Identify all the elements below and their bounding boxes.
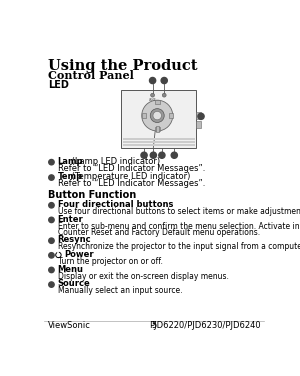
Circle shape [49, 282, 54, 287]
Text: Power: Power [64, 250, 94, 259]
Text: Using the Product: Using the Product [48, 59, 198, 73]
Text: Turn the projector on or off.: Turn the projector on or off. [58, 257, 163, 266]
Text: Button Function: Button Function [48, 190, 137, 200]
Bar [155, 100, 160, 104]
Bar [169, 113, 173, 118]
Text: Resync: Resync [58, 235, 91, 244]
Bar [155, 127, 160, 131]
Circle shape [150, 109, 164, 123]
Circle shape [151, 93, 154, 97]
Text: (Lamp LED indicator): (Lamp LED indicator) [69, 157, 160, 166]
Circle shape [49, 217, 54, 223]
Circle shape [49, 203, 54, 208]
Bar [121, 90, 196, 147]
Text: 5: 5 [151, 321, 156, 330]
Text: Manually select an input source.: Manually select an input source. [58, 286, 182, 295]
Text: Display or exit the on-screen display menus.: Display or exit the on-screen display me… [58, 271, 229, 280]
Text: (Temperature LED indicator): (Temperature LED indicator) [69, 172, 190, 181]
Circle shape [150, 152, 157, 158]
Circle shape [162, 93, 166, 97]
Text: Lamp: Lamp [58, 157, 83, 166]
Bar [123, 141, 195, 143]
Bar [196, 121, 201, 128]
Circle shape [171, 152, 177, 158]
Text: Refer to “LED Indicator Messages”.: Refer to “LED Indicator Messages”. [58, 164, 205, 173]
Text: Four directional buttons: Four directional buttons [58, 200, 173, 209]
Bar [156, 126, 159, 132]
Circle shape [49, 175, 54, 180]
Circle shape [142, 100, 173, 131]
Text: Enter: Enter [58, 215, 83, 224]
Text: LAMP: LAMP [149, 98, 156, 102]
Bar [123, 144, 195, 146]
Text: Menu: Menu [58, 265, 84, 274]
Text: Use four directional buttons to select items or make adjustments to your  select: Use four directional buttons to select i… [58, 207, 300, 216]
Text: Resynchronize the projector to the input signal from a computer.: Resynchronize the projector to the input… [58, 243, 300, 252]
Text: ViewSonic: ViewSonic [48, 321, 91, 330]
Text: Source: Source [58, 279, 90, 288]
Bar [142, 113, 146, 118]
Text: PJD6220/PJD6230/PJD6240: PJD6220/PJD6230/PJD6240 [149, 321, 261, 330]
Circle shape [49, 238, 54, 243]
Text: Temp: Temp [58, 172, 83, 181]
Circle shape [49, 267, 54, 273]
Text: Control Panel: Control Panel [48, 70, 134, 81]
Circle shape [149, 77, 156, 83]
Circle shape [159, 152, 165, 158]
Circle shape [153, 111, 161, 120]
Text: Counter Reset and Factory Default menu operations.: Counter Reset and Factory Default menu o… [58, 228, 260, 237]
Circle shape [49, 253, 54, 258]
Circle shape [161, 77, 167, 83]
Text: Enter to sub-menu and confirm the menu selection. Activate in Color Setting, Lam: Enter to sub-menu and confirm the menu s… [58, 221, 300, 230]
Circle shape [49, 159, 54, 165]
Circle shape [141, 152, 147, 158]
Text: LED: LED [48, 80, 69, 90]
Bar [196, 112, 201, 120]
Bar [123, 138, 195, 140]
Circle shape [198, 113, 204, 120]
Text: Refer to “LED Indicator Messages”.: Refer to “LED Indicator Messages”. [58, 179, 205, 188]
